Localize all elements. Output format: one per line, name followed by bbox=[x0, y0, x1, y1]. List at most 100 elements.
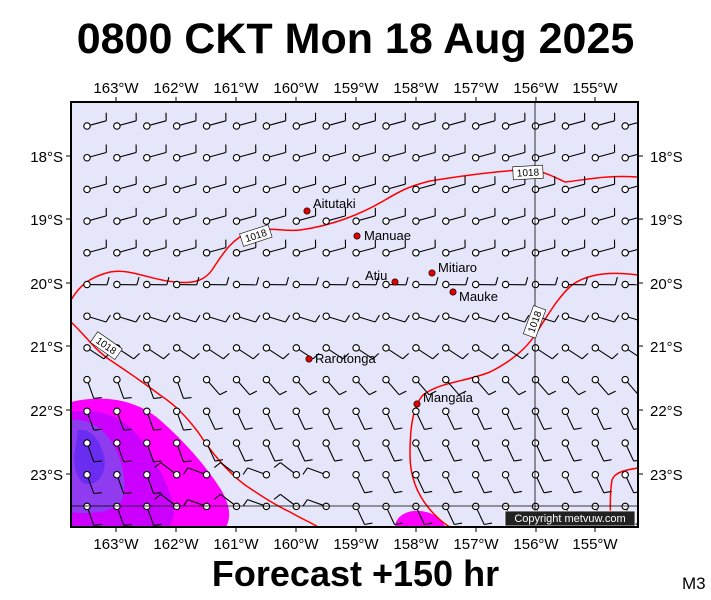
wind-barb-icon bbox=[442, 344, 469, 360]
latitude-axis-left: 18°S 19°S 20°S 21°S 22°S 23°S bbox=[30, 149, 63, 484]
lat-label: 21°S bbox=[650, 339, 683, 356]
wind-barb-icon bbox=[561, 407, 582, 430]
town-label: Mauke bbox=[459, 289, 498, 304]
wind-barb-icon bbox=[531, 176, 556, 194]
wind-barb-icon bbox=[352, 407, 373, 430]
wind-barb-icon bbox=[143, 276, 170, 289]
wind-barb-icon bbox=[182, 467, 211, 479]
lat-label: 20°S bbox=[30, 276, 63, 293]
town-aitutaki[interactable]: Aitutaki bbox=[303, 196, 356, 215]
lon-label: 159°W bbox=[333, 536, 379, 553]
wind-barb-icon bbox=[232, 439, 253, 462]
wind-barb-icon bbox=[202, 276, 230, 289]
wind-barb-icon bbox=[202, 239, 227, 257]
wind-barb-icon bbox=[621, 344, 638, 357]
wind-barb-icon bbox=[113, 144, 137, 162]
wind-barb-icon bbox=[172, 344, 200, 360]
wind-barb-icon bbox=[322, 239, 347, 257]
wind-barb-icon bbox=[591, 176, 616, 194]
wind-barb-icon bbox=[292, 239, 317, 257]
wind-barb-icon bbox=[621, 375, 638, 396]
wind-barb-icon bbox=[202, 439, 223, 462]
wind-barb-icon bbox=[471, 470, 493, 494]
town-label: Manuae bbox=[364, 228, 411, 243]
town-atiu[interactable]: Atiu bbox=[365, 268, 399, 286]
town-mangaia[interactable]: Mangaia bbox=[413, 390, 474, 408]
wind-barb-icon bbox=[202, 176, 227, 194]
town-mauke[interactable]: Mauke bbox=[449, 288, 498, 304]
wind-barb-icon bbox=[591, 439, 612, 462]
isobar-southwest bbox=[71, 321, 319, 527]
wind-barb-icon bbox=[113, 439, 132, 463]
lat-label: 19°S bbox=[650, 212, 683, 229]
wind-barb-icon bbox=[83, 470, 102, 495]
wind-barb-icon bbox=[322, 176, 347, 194]
wind-barb-icon bbox=[531, 375, 557, 396]
wind-barb-icon bbox=[262, 176, 287, 194]
wind-barb-icon bbox=[621, 407, 638, 430]
wind-barb-icon bbox=[531, 407, 552, 430]
wind-barb-icon bbox=[172, 276, 200, 289]
town-label: Aitutaki bbox=[313, 196, 356, 211]
wind-barb-icon bbox=[442, 312, 470, 323]
wind-barb-icon bbox=[591, 144, 616, 162]
lat-label: 18°S bbox=[650, 149, 683, 166]
wind-barb-icon bbox=[352, 207, 376, 225]
lon-label: 159°W bbox=[333, 80, 379, 97]
wind-barb-icon bbox=[382, 312, 410, 323]
wind-barb-icon bbox=[442, 144, 466, 162]
wind-barb-icon bbox=[292, 312, 321, 323]
wind-barb-icon bbox=[143, 344, 170, 360]
lon-label: 162°W bbox=[153, 80, 199, 97]
wind-barb-icon bbox=[412, 502, 433, 526]
wind-barb-icon bbox=[322, 276, 349, 289]
wind-barb-icon bbox=[172, 239, 197, 257]
wind-barb-icon bbox=[262, 407, 283, 430]
wind-barb-icon bbox=[591, 239, 616, 257]
town-marker-icon bbox=[449, 288, 457, 296]
wind-barb-icon bbox=[302, 467, 330, 479]
wind-barb-icon bbox=[83, 176, 107, 194]
wind-barb-icon bbox=[143, 176, 167, 194]
wind-barb-icon bbox=[591, 470, 612, 494]
town-rarotonga[interactable]: Rarotonga bbox=[305, 351, 377, 366]
lon-label: 162°W bbox=[153, 536, 199, 553]
wind-barb-icon bbox=[501, 312, 530, 323]
wind-barb-icon bbox=[442, 239, 466, 257]
wind-barb-icon bbox=[471, 407, 493, 430]
wind-barb-icon bbox=[202, 344, 230, 360]
wind-barb-icon bbox=[273, 462, 301, 479]
wind-barb-icon bbox=[172, 375, 192, 399]
wind-barb-icon bbox=[83, 112, 107, 130]
copyright-text: Copyright metvuw.com bbox=[514, 513, 625, 525]
model-label: M3 bbox=[682, 574, 706, 593]
wind-barb-icon bbox=[561, 375, 586, 396]
map-frame bbox=[70, 101, 639, 528]
wind-barb-icon bbox=[83, 239, 107, 257]
wind-barb-icon bbox=[621, 280, 638, 289]
town-mitiaro[interactable]: Mitiaro bbox=[428, 260, 477, 277]
wind-barb-icon bbox=[172, 144, 197, 162]
wind-barb-icon bbox=[232, 176, 257, 194]
lon-label: 158°W bbox=[393, 80, 439, 97]
town-label: Mitiaro bbox=[438, 260, 477, 275]
wind-barb-icon bbox=[292, 276, 319, 289]
wind-barb-icon bbox=[202, 375, 228, 396]
wind-barb-icon bbox=[561, 312, 590, 323]
town-marker-icon bbox=[391, 278, 399, 286]
wind-barb-icon bbox=[202, 112, 227, 130]
wind-barb-icon bbox=[292, 407, 313, 430]
wind-barb-icon bbox=[322, 112, 347, 130]
wind-barb-icon bbox=[561, 176, 586, 194]
wind-barb-icon bbox=[471, 439, 493, 462]
wind-barb-icon bbox=[621, 153, 638, 162]
wind-barb-icon bbox=[143, 207, 167, 225]
town-label: Rarotonga bbox=[315, 351, 376, 366]
town-manuae[interactable]: Manuae bbox=[353, 228, 411, 243]
wind-barb-icon bbox=[442, 375, 467, 396]
wind-barb-icon bbox=[172, 312, 201, 323]
wind-barb-icon bbox=[83, 375, 102, 399]
wind-barb-icon bbox=[232, 312, 261, 323]
wind-barb-icon bbox=[561, 144, 586, 162]
wind-barb-icon bbox=[382, 470, 403, 494]
